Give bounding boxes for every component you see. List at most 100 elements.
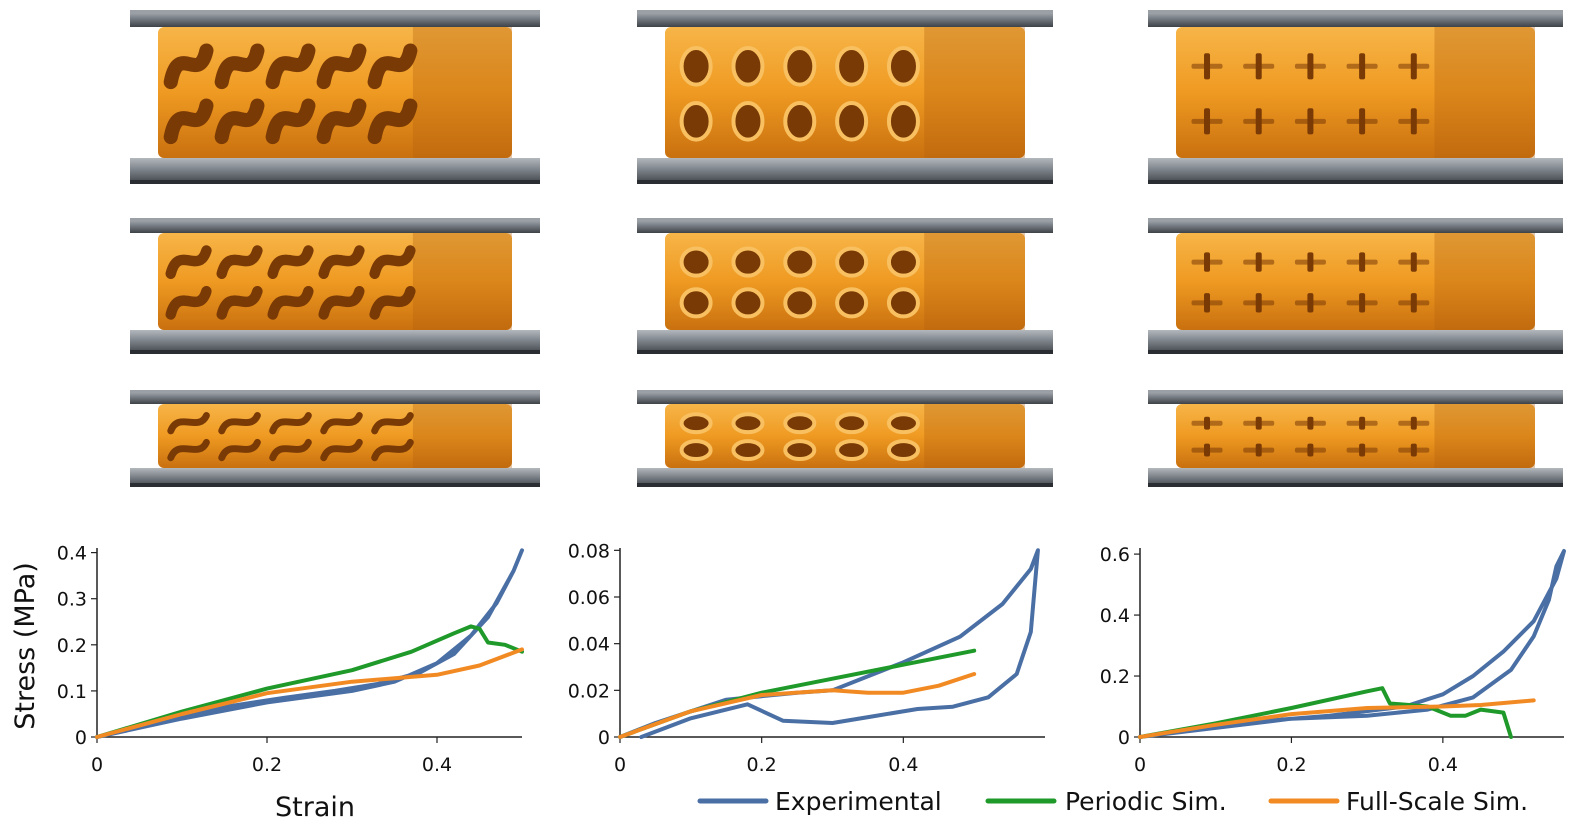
lattice-hole [835, 246, 869, 278]
lattice-hole [783, 412, 817, 435]
plate-edge [130, 350, 540, 354]
y-tick-label: 0 [75, 727, 87, 749]
lattice-slot [1346, 118, 1378, 124]
lattice-hole [731, 246, 765, 278]
x-tick-label: 0.2 [747, 754, 777, 776]
x-tick-label: 0 [1134, 754, 1146, 776]
lattice-slot [1398, 118, 1430, 124]
specimen-photos [130, 10, 1563, 487]
plate-edge [637, 180, 1053, 184]
lattice-hole [679, 439, 713, 462]
lattice-strut [369, 285, 416, 320]
chart-1: 0 0.1 0.2 0.3 0.4 0 0.2 0.4 [57, 543, 524, 776]
lattice-slot [1398, 420, 1430, 426]
plate-edge [130, 483, 540, 487]
lattice-slot [1191, 118, 1223, 124]
plate-edge [637, 483, 1053, 487]
lattice-hole [886, 246, 920, 278]
lattice-slot [1243, 420, 1275, 426]
lattice-strut [214, 98, 265, 145]
y-tick-label: 0.04 [568, 634, 610, 656]
specimen-hole-lattice-uncompressed [637, 10, 1053, 184]
plate-edge [130, 180, 540, 184]
x-tick-label: 0.4 [888, 754, 918, 776]
lattice-hole [731, 100, 765, 142]
lattice-hole [886, 45, 920, 87]
y-tick-label: 0.3 [57, 589, 87, 611]
lattice-slot [1346, 63, 1378, 69]
y-tick-label: 0.4 [57, 543, 87, 565]
x-tick-label: 0.4 [422, 754, 452, 776]
lattice-strut [267, 285, 314, 320]
y-tick-label: 0.1 [57, 681, 87, 703]
lattice-hole [679, 412, 713, 435]
lattice-slot [1243, 118, 1275, 124]
lattice-hole [783, 287, 817, 319]
lattice-side-shade [412, 233, 512, 330]
legend-label-periodic: Periodic Sim. [1065, 787, 1227, 816]
lattice-strut [216, 285, 263, 320]
x-tick-label: 0 [91, 754, 103, 776]
plate-edge [130, 390, 540, 393]
plate-edge [637, 350, 1053, 354]
plate-edge [1148, 390, 1563, 393]
specimen-cross-lattice-mid-compression [1148, 218, 1563, 354]
lattice-side-shade [1434, 404, 1535, 468]
lattice-hole [679, 100, 713, 142]
compression-plate-top [637, 218, 1053, 233]
compression-plate-top [1148, 218, 1563, 233]
lattice-slot [1346, 447, 1378, 453]
specimen-hole-lattice-mid-compression [637, 218, 1053, 354]
y-axis-title: Stress (MPa) [10, 562, 41, 730]
lattice-strut [316, 43, 367, 90]
series-line-full-scale-sim [95, 647, 524, 739]
lattice-slot [1398, 63, 1430, 69]
lattice-hole [886, 287, 920, 319]
chart-3: 0 0.2 0.4 0.6 0 0.2 0.4 [1100, 544, 1566, 776]
lattice-hole [886, 439, 920, 462]
lattice-slot [1398, 259, 1430, 265]
charts: 0 0.1 0.2 0.3 0.4 0 0.2 0.4 0 0.02 0.04 0.06 0.08 0 0.… [57, 540, 1566, 776]
y-tick-label: 0.6 [1100, 544, 1130, 566]
lattice-slot [1243, 300, 1275, 306]
lattice-slot [1346, 300, 1378, 306]
lattice-slot [1294, 63, 1326, 69]
lattice-strut [167, 438, 210, 462]
specimen-hole-lattice-fully-compressed [637, 390, 1053, 487]
compression-plate-bottom [1148, 158, 1563, 184]
specimen-twisted-lattice-mid-compression [130, 218, 540, 354]
lattice-slot [1398, 447, 1430, 453]
x-tick-label: 0 [614, 754, 626, 776]
lattice-side-shade [924, 27, 1025, 158]
lattice-strut [367, 43, 418, 90]
lattice-hole [731, 287, 765, 319]
lattice-hole [731, 45, 765, 87]
x-axis-title: Strain [275, 792, 355, 823]
lattice-hole [835, 439, 869, 462]
plate-edge [1148, 218, 1563, 221]
lattice-hole [731, 439, 765, 462]
lattice-strut [269, 412, 312, 435]
lattice-strut [318, 245, 365, 279]
lattice-slot [1243, 447, 1275, 453]
lattice-strut [269, 438, 312, 462]
lattice-slot [1191, 420, 1223, 426]
lattice-strut [320, 438, 363, 462]
lattice-strut [216, 245, 263, 279]
series-line-periodic-sim [95, 624, 524, 739]
lattice-slot [1294, 300, 1326, 306]
lattice-hole [731, 412, 765, 435]
plate-edge [130, 218, 540, 221]
compression-plate-top [130, 390, 540, 404]
series-line-full-scale-sim [1138, 698, 1536, 739]
lattice-slot [1243, 63, 1275, 69]
lattice-body [1176, 27, 1535, 158]
plate-edge [637, 10, 1053, 13]
compression-plate-top [1148, 390, 1563, 404]
plate-edge [130, 10, 540, 13]
lattice-strut [163, 98, 214, 145]
lattice-hole [783, 45, 817, 87]
lattice-strut [316, 98, 367, 145]
lattice-slot [1294, 447, 1326, 453]
